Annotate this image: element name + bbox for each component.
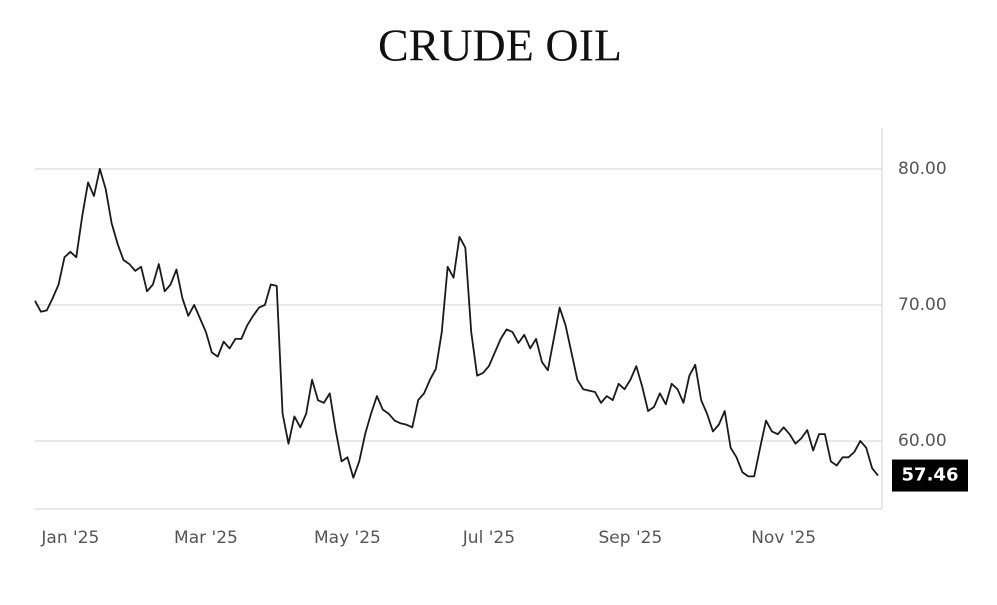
- y-tick-label: 60.00: [898, 431, 947, 451]
- last-value-box: [892, 459, 968, 492]
- x-tick-label: Jan '25: [40, 528, 99, 548]
- chart-title: CRUDE OIL: [378, 20, 622, 71]
- last-value-label: 57.46: [902, 465, 959, 486]
- x-tick-label: Nov '25: [751, 528, 816, 548]
- x-tick-label: Sep '25: [599, 528, 663, 548]
- x-tick-label: Mar '25: [174, 528, 238, 548]
- x-tick-label: Jul '25: [462, 528, 515, 548]
- y-tick-label: 70.00: [898, 295, 947, 315]
- x-tick-label: May '25: [314, 528, 381, 548]
- y-tick-label: 80.00: [898, 159, 947, 179]
- price-line: [34, 167, 879, 479]
